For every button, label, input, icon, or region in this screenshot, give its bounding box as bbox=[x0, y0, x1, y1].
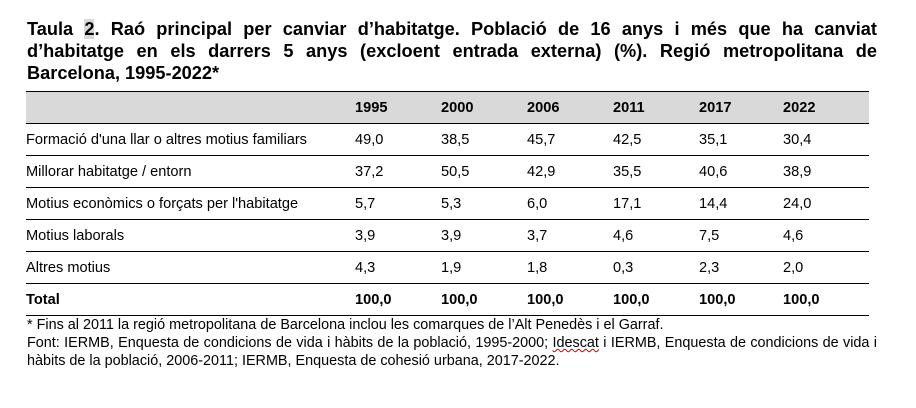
row-label: Millorar habitatge / entorn bbox=[26, 155, 355, 188]
cell-value: 14,4 bbox=[699, 187, 783, 220]
table-row: Altres motius 4,3 1,9 1,8 0,3 2,3 2,0 bbox=[26, 251, 869, 284]
row-label: Formació d'una llar o altres motius fami… bbox=[26, 123, 355, 156]
cell-value: 3,7 bbox=[527, 219, 613, 252]
cell-value: 1,8 bbox=[527, 251, 613, 284]
table-caption: Taula 2. Raó principal per canviar d’hab… bbox=[27, 18, 877, 84]
table-notes: * Fins al 2011 la regió metropolitana de… bbox=[27, 316, 877, 370]
cell-value: 50,5 bbox=[441, 155, 527, 188]
total-value: 100,0 bbox=[527, 283, 613, 316]
table-row: Millorar habitatge / entorn 37,2 50,5 42… bbox=[26, 155, 869, 188]
cell-value: 24,0 bbox=[783, 187, 869, 220]
cell-value: 45,7 bbox=[527, 123, 613, 156]
total-value: 100,0 bbox=[441, 283, 527, 316]
row-label: Motius econòmics o forçats per l'habitat… bbox=[26, 187, 355, 220]
caption-text: . Raó principal per canviar d’habitatge.… bbox=[27, 19, 877, 83]
cell-value: 40,6 bbox=[699, 155, 783, 188]
data-table: 1995 2000 2006 2011 2017 2022 Formació d… bbox=[26, 91, 869, 316]
cell-value: 2,3 bbox=[699, 251, 783, 284]
cell-value: 38,9 bbox=[783, 155, 869, 188]
total-value: 100,0 bbox=[699, 283, 783, 316]
cell-value: 42,5 bbox=[613, 123, 699, 156]
total-value: 100,0 bbox=[355, 283, 441, 316]
footnote: * Fins al 2011 la regió metropolitana de… bbox=[27, 317, 664, 333]
cell-value: 5,3 bbox=[441, 187, 527, 220]
header-year: 2000 bbox=[441, 91, 527, 124]
cell-value: 3,9 bbox=[441, 219, 527, 252]
total-row: Total 100,0 100,0 100,0 100,0 100,0 100,… bbox=[26, 283, 869, 316]
cell-value: 37,2 bbox=[355, 155, 441, 188]
cell-value: 1,9 bbox=[441, 251, 527, 284]
cell-value: 7,5 bbox=[699, 219, 783, 252]
table-row: Formació d'una llar o altres motius fami… bbox=[26, 123, 869, 156]
cell-value: 17,1 bbox=[613, 187, 699, 220]
cell-value: 5,7 bbox=[355, 187, 441, 220]
cell-value: 3,9 bbox=[355, 219, 441, 252]
cell-value: 30,4 bbox=[783, 123, 869, 156]
cell-value: 6,0 bbox=[527, 187, 613, 220]
header-year: 1995 bbox=[355, 91, 441, 124]
cell-value: 4,6 bbox=[613, 219, 699, 252]
cell-value: 49,0 bbox=[355, 123, 441, 156]
cell-value: 2,0 bbox=[783, 251, 869, 284]
cell-value: 4,6 bbox=[783, 219, 869, 252]
cell-value: 0,3 bbox=[613, 251, 699, 284]
table-row: Motius econòmics o forçats per l'habitat… bbox=[26, 187, 869, 220]
cell-value: 35,5 bbox=[613, 155, 699, 188]
caption-prefix: Taula bbox=[27, 19, 85, 39]
source-text-part1: Font: IERMB, Enquesta de condicions de v… bbox=[27, 335, 553, 351]
total-label: Total bbox=[26, 283, 355, 316]
header-year: 2011 bbox=[613, 91, 699, 124]
header-year: 2017 bbox=[699, 91, 783, 124]
total-value: 100,0 bbox=[783, 283, 869, 316]
row-label: Altres motius bbox=[26, 251, 355, 284]
header-year: 2022 bbox=[783, 91, 869, 124]
cell-value: 4,3 bbox=[355, 251, 441, 284]
table-header-row: 1995 2000 2006 2011 2017 2022 bbox=[26, 91, 869, 124]
source-idescat: Idescat bbox=[552, 335, 599, 351]
source-note: Font: IERMB, Enquesta de condicions de v… bbox=[27, 334, 877, 370]
table-row: Motius laborals 3,9 3,9 3,7 4,6 7,5 4,6 bbox=[26, 219, 869, 252]
row-label: Motius laborals bbox=[26, 219, 355, 252]
cell-value: 42,9 bbox=[527, 155, 613, 188]
total-value: 100,0 bbox=[613, 283, 699, 316]
caption-table-number: 2 bbox=[84, 19, 95, 39]
cell-value: 35,1 bbox=[699, 123, 783, 156]
cell-value: 38,5 bbox=[441, 123, 527, 156]
header-year: 2006 bbox=[527, 91, 613, 124]
source-text-part2: i IERMB, Enquesta de condicions de vida … bbox=[27, 335, 877, 369]
header-empty-cell bbox=[26, 91, 355, 124]
